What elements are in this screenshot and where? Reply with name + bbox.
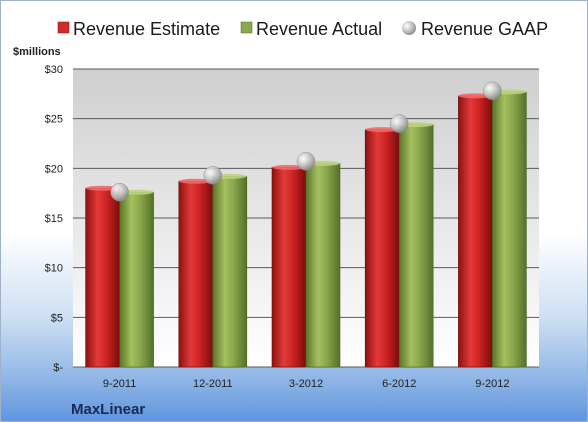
y-tick-label: $20	[45, 163, 63, 175]
marker-revenue-gaap	[110, 182, 129, 202]
x-tick-label: 12-2011	[193, 378, 233, 390]
bar-revenue-estimate	[364, 129, 400, 368]
y-axis-unit-label: $millions	[13, 46, 61, 58]
legend-item-gaap: Revenue GAAP	[402, 19, 548, 39]
bar-revenue-estimate	[458, 95, 493, 368]
bar-top-revenue-estimate	[365, 127, 400, 133]
x-axis-ticks: 9-2011 12-2011 3-2012 6-2012 9-2012	[103, 378, 510, 390]
y-axis-ticks: $- $5 $10 $15 $20 $25 $30	[45, 64, 64, 374]
legend-label-gaap: Revenue GAAP	[421, 19, 548, 39]
legend-label-actual: Revenue Actual	[256, 19, 382, 39]
bar-revenue-estimate	[178, 180, 214, 368]
bar-top-revenue-estimate	[178, 178, 213, 184]
bar-revenue-actual	[305, 163, 341, 368]
bar-revenue-actual	[492, 91, 527, 368]
gaap-markers	[110, 81, 502, 202]
legend-item-actual: Revenue Actual	[240, 19, 382, 39]
marker-revenue-gaap	[483, 81, 502, 101]
x-tick-label: 9-2011	[103, 378, 136, 390]
bars	[85, 89, 527, 368]
legend-swatch-estimate	[57, 21, 70, 34]
bar-revenue-estimate	[271, 167, 307, 368]
legend-item-estimate: Revenue Estimate	[57, 19, 220, 39]
x-tick-label: 3-2012	[289, 378, 323, 390]
x-tick-label: 9-2012	[475, 378, 509, 390]
x-tick-label: 6-2012	[382, 378, 416, 390]
legend: Revenue Estimate Revenue Actual Revenue …	[57, 19, 548, 39]
bar-revenue-actual	[398, 124, 434, 368]
y-tick-label: $25	[45, 114, 63, 126]
bar-revenue-actual	[119, 191, 154, 368]
legend-swatch-actual	[240, 21, 253, 34]
y-tick-label: $15	[45, 213, 63, 225]
marker-revenue-gaap	[296, 152, 316, 171]
y-tick-label: $5	[51, 312, 63, 324]
bar-revenue-actual	[212, 175, 248, 368]
y-tick-label: $-	[53, 362, 63, 374]
bar-top-revenue-estimate	[272, 164, 306, 170]
legend-label-estimate: Revenue Estimate	[73, 19, 220, 39]
marker-revenue-gaap	[203, 166, 223, 185]
company-name: MaxLinear	[71, 401, 145, 418]
bar-top-revenue-estimate	[458, 93, 493, 99]
bar-revenue-estimate	[85, 187, 120, 368]
y-tick-label: $30	[45, 64, 63, 76]
y-tick-label: $10	[45, 263, 63, 275]
marker-revenue-gaap	[389, 114, 409, 133]
legend-swatch-gaap	[402, 21, 416, 35]
